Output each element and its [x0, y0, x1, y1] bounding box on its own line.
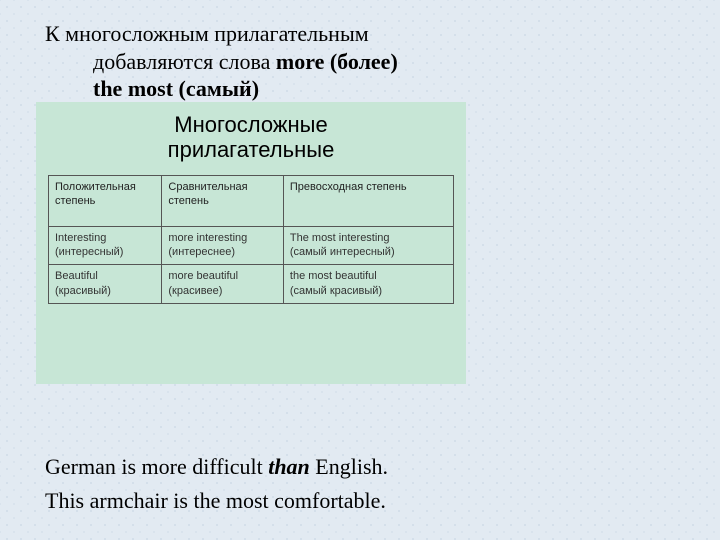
table-row: Beautiful (красивый) more beautiful (кра…	[49, 265, 454, 304]
slide: К многосложным прилагательным добавляютс…	[0, 0, 720, 540]
cell-text: Interesting	[55, 232, 106, 244]
cell: more interesting (интереснее)	[162, 226, 284, 265]
th-comparative: Сравнительная степень	[162, 175, 284, 226]
cell-text: Beautiful	[55, 270, 98, 282]
th-superlative: Превосходная степень	[283, 175, 453, 226]
panel-title-l1: Многосложные	[174, 112, 327, 137]
intro-line3: the most (самый)	[45, 75, 670, 103]
cell-text: (красивее)	[168, 285, 222, 297]
panel-title: Многосложные прилагательные	[36, 102, 466, 175]
th-positive: Положительная степень	[49, 175, 162, 226]
ex1-c: English.	[310, 454, 388, 479]
cell-text: (интересный)	[55, 246, 123, 258]
intro-line1: К многосложным прилагательным	[45, 20, 670, 48]
intro-text: К многосложным прилагательным добавляютс…	[45, 20, 670, 103]
cell-text: more beautiful	[168, 270, 238, 282]
intro-line2-plain: добавляются слова	[93, 49, 276, 74]
table-row: Interesting (интересный) more interestin…	[49, 226, 454, 265]
intro-line2-bold: more (более)	[276, 49, 398, 74]
examples: German is more difficult than English. T…	[45, 450, 388, 518]
table-header-row: Положительная степень Сравнительная степ…	[49, 175, 454, 226]
cell-text: The most interesting	[290, 232, 390, 244]
panel-title-l2: прилагательные	[168, 137, 335, 162]
intro-line2: добавляются слова more (более)	[45, 48, 670, 76]
cell: the most beautiful (самый красивый)	[283, 265, 453, 304]
intro-line3-bold: the most (самый)	[93, 76, 259, 101]
cell-text: (самый интересный)	[290, 246, 395, 258]
ex1-than: than	[268, 454, 310, 479]
cell: The most interesting (самый интересный)	[283, 226, 453, 265]
adjectives-table: Положительная степень Сравнительная степ…	[48, 175, 454, 304]
ex1-a: German is more difficult	[45, 454, 268, 479]
example-2: This armchair is the most comfortable.	[45, 484, 388, 518]
example-1: German is more difficult than English.	[45, 450, 388, 484]
cell-text: (интереснее)	[168, 246, 235, 258]
cell-text: more interesting	[168, 232, 247, 244]
cell: Interesting (интересный)	[49, 226, 162, 265]
cell: more beautiful (красивее)	[162, 265, 284, 304]
cell-text: (красивый)	[55, 285, 111, 297]
cell: Beautiful (красивый)	[49, 265, 162, 304]
cell-text: (самый красивый)	[290, 285, 382, 297]
panel: Многосложные прилагательные Положительна…	[36, 102, 466, 384]
cell-text: the most beautiful	[290, 270, 377, 282]
